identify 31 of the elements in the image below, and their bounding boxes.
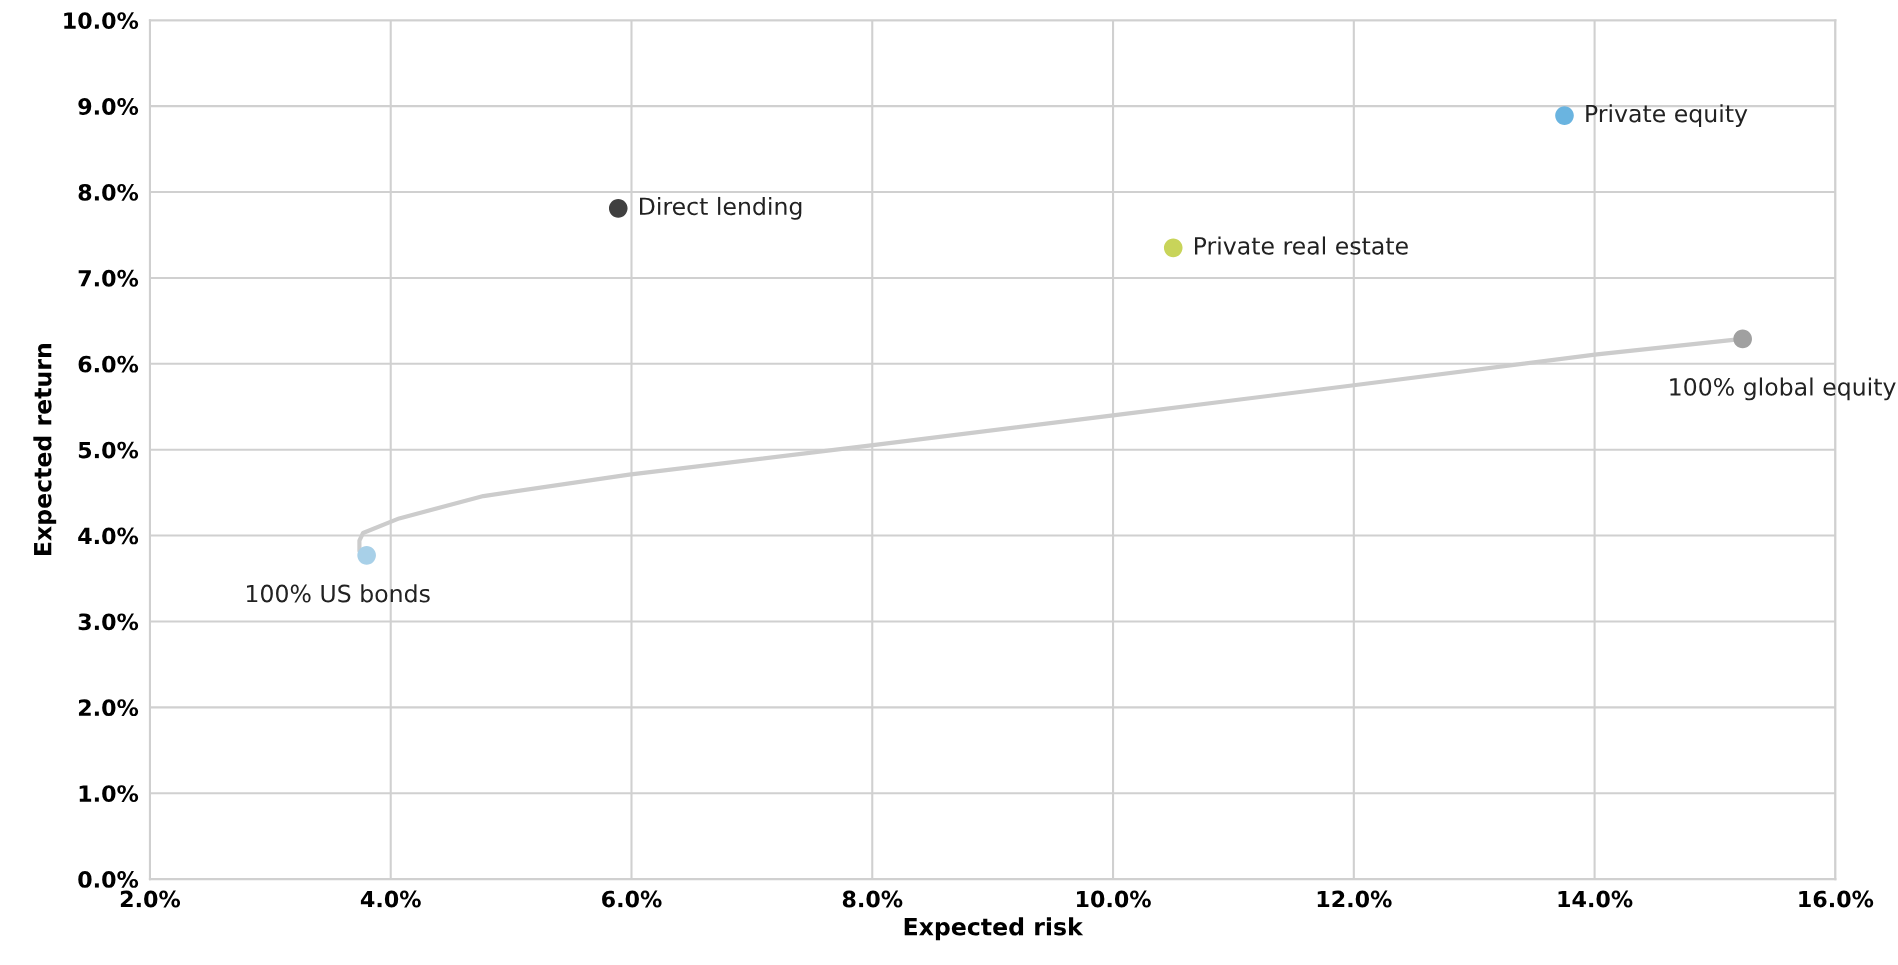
x-axis-title: Expected risk bbox=[904, 917, 1084, 941]
y-tick-label: 0.0% bbox=[78, 871, 139, 888]
series-label: Direct lending bbox=[640, 196, 802, 220]
point bbox=[1733, 329, 1752, 349]
point bbox=[1555, 106, 1574, 125]
y-tick-label: 3.0% bbox=[78, 613, 139, 631]
series-label: Private real estate bbox=[1195, 236, 1408, 255]
y-tick-label: 7.0% bbox=[78, 269, 139, 287]
text: 100% global equity bbox=[1670, 377, 1896, 401]
x-tick-label: 14.0% bbox=[1558, 890, 1633, 908]
y-tick-label: 4.0% bbox=[78, 527, 139, 545]
x-tick-label: 8.0% bbox=[842, 890, 903, 908]
y-tick-label: 9.0% bbox=[78, 98, 139, 115]
point bbox=[357, 546, 376, 565]
y-tick-label: 8.0% bbox=[78, 183, 139, 201]
x-tick-label: 16.0% bbox=[1799, 890, 1874, 908]
x-tick-label: 4.0% bbox=[360, 890, 421, 908]
series-label: Private equity bbox=[1586, 104, 1748, 128]
x-tick-label: 12.0% bbox=[1317, 890, 1392, 908]
y-tick-label: 10.0% bbox=[64, 12, 139, 30]
point bbox=[608, 199, 628, 218]
series-label: 100% US bonds bbox=[247, 584, 430, 603]
y-axis-title: Expected return bbox=[33, 344, 57, 555]
y-tick-label: 1.0% bbox=[79, 785, 139, 802]
y-tick-label: 2.0% bbox=[78, 699, 139, 717]
y-tick-label: 6.0% bbox=[78, 355, 139, 373]
x-tick-label: 2.0% bbox=[120, 890, 181, 908]
point bbox=[1163, 238, 1183, 258]
x-tick-label: 10.0% bbox=[1077, 890, 1151, 908]
y-tick-label: 5.0% bbox=[78, 441, 139, 459]
x-tick-label: 6.0% bbox=[602, 890, 662, 908]
